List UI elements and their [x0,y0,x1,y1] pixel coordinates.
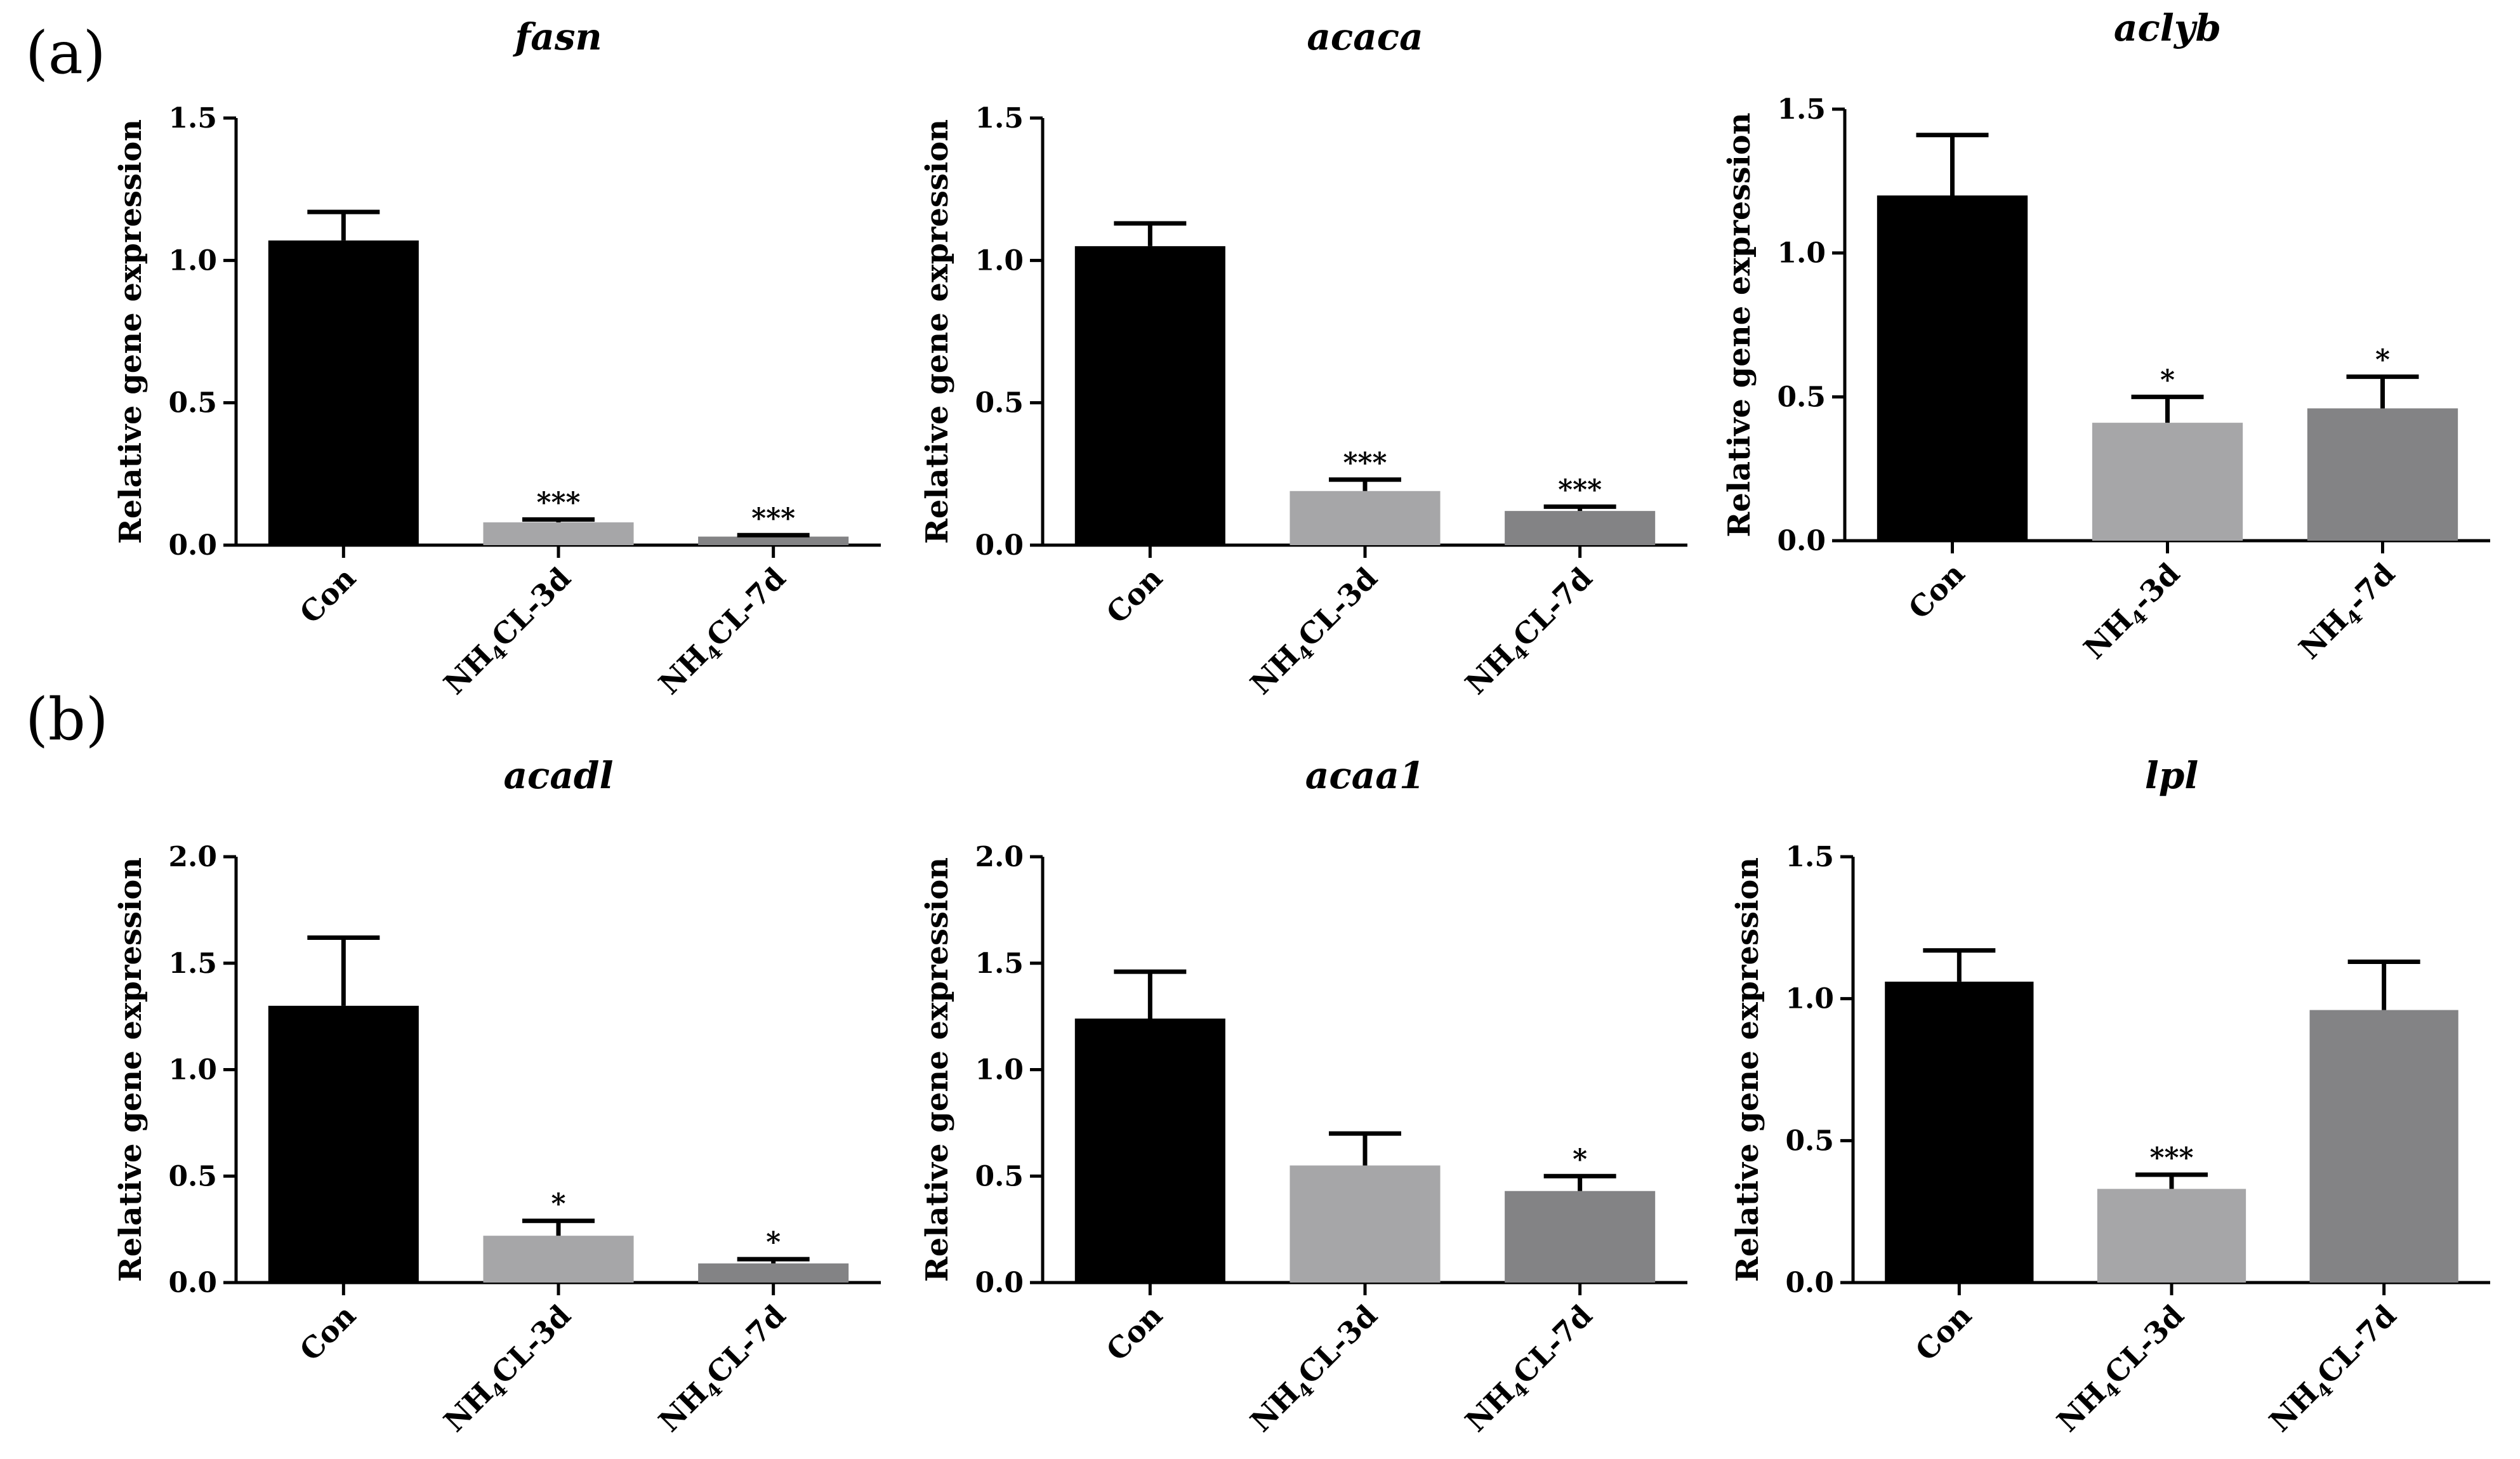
x-category-label: NH4CL-7d [2262,1298,2406,1442]
chart-aclyb: aclyb Relative gene expression 0.0 0.5 1.0 1.… [1722,6,2490,669]
y-axis-label: Relative gene expression [920,119,955,544]
bar-1 [2097,1189,2246,1283]
bar-0 [1885,981,2034,1283]
chart-title: aclyb [2114,6,2221,50]
x-category-label: NH4-7d [2292,557,2405,669]
y-axis-label: Relative gene expression [920,857,955,1282]
significance-marker: * [2375,344,2390,376]
significance-marker: * [1573,1143,1587,1175]
y-tick-label: 1.5 [1777,93,1826,126]
bar-0 [1074,246,1225,545]
x-category-label: Con [293,561,362,630]
y-tick-label: 0.5 [168,1160,217,1192]
y-tick-label: 0.5 [1785,1125,1834,1157]
chart-title: fasn [512,15,602,58]
chart-title: lpl [2145,754,2199,797]
y-tick-label: 1.5 [168,102,217,135]
y-tick-label: 1.5 [975,947,1024,980]
bar-1 [483,1236,634,1283]
chart-title: acaa1 [1305,754,1425,797]
chart-acaa1: acaa1 Relative gene expression 0.0 0.5 1.0 1.… [920,754,1687,1442]
y-tick-label: 1.0 [975,1054,1024,1086]
y-tick-label: 0.0 [1785,1267,1834,1299]
bar-1 [1290,1165,1441,1283]
significance-marker: * [2160,364,2175,396]
y-tick-label: 1.0 [1777,237,1826,270]
y-tick-label: 1.0 [168,244,217,277]
x-category-label: Con [1902,557,1971,626]
y-tick-label: 0.5 [1777,381,1826,413]
chart-fasn: fasn Relative gene expression 0.0 0.5 1.0 1.5… [113,15,881,704]
y-tick-label: 0.0 [1777,525,1826,557]
y-axis-label: Relative gene expression [1730,857,1765,1282]
y-tick-label: 1.0 [975,244,1024,277]
y-tick-label: 2.0 [168,841,217,873]
bar-1 [1290,491,1441,545]
y-tick-label: 0.5 [168,387,217,419]
chart-acadl: acadl Relative gene expression 0.0 0.5 1.0 1.… [113,754,881,1442]
bar-2 [698,1263,849,1283]
x-category-label: NH4CL-7d [652,1298,795,1442]
bar-0 [1877,195,2028,541]
y-tick-label: 0.5 [975,1160,1024,1192]
significance-marker: *** [2149,1142,2193,1174]
y-tick-label: 0.0 [975,1267,1024,1299]
significance-marker: * [551,1188,565,1220]
y-tick-label: 0.5 [975,387,1024,419]
x-category-label: Con [1100,1298,1169,1368]
bar-2 [698,536,849,545]
y-tick-label: 0.0 [975,529,1024,562]
y-tick-label: 1.5 [168,947,217,980]
y-tick-label: 1.5 [1785,841,1834,873]
y-tick-label: 0.0 [168,1267,217,1299]
x-category-label: NH4CL-3d [437,561,581,704]
bar-2 [2307,408,2458,541]
x-category-label: NH4CL-7d [652,561,795,704]
y-tick-label: 1.0 [168,1054,217,1086]
bar-0 [268,1005,419,1283]
chart-title: acadl [503,754,613,797]
x-category-label: Con [1100,561,1169,630]
chart-title: acaca [1307,15,1423,58]
y-axis-label: Relative gene expression [113,857,148,1282]
bar-2 [1505,1191,1656,1283]
x-category-label: Con [293,1298,362,1368]
significance-marker: *** [1343,447,1387,479]
x-category-label: NH4CL-3d [1244,561,1387,704]
significance-marker: * [766,1226,781,1258]
y-tick-label: 1.5 [975,102,1024,135]
chart-lpl: lpl Relative gene expression 0.0 0.5 1.0 1.5 C… [1730,754,2490,1442]
bar-0 [268,240,419,545]
y-tick-label: 2.0 [975,841,1024,873]
chart-acaca: acaca Relative gene expression 0.0 0.5 1.0 1.… [920,15,1687,704]
x-category-label: NH4CL-3d [1244,1298,1387,1442]
significance-marker: *** [1558,473,1602,506]
bar-1 [2092,423,2243,541]
x-category-label: NH4CL-3d [2050,1298,2194,1442]
x-category-label: NH4CL-7d [1458,561,1602,704]
significance-marker: *** [536,487,580,519]
significance-marker: *** [751,502,795,534]
bar-2 [1505,511,1656,545]
bar-2 [2309,1010,2458,1283]
y-axis-label: Relative gene expression [1722,112,1757,537]
bar-0 [1074,1018,1225,1283]
y-tick-label: 1.0 [1785,983,1834,1015]
x-category-label: NH4-3d [2077,557,2189,669]
panel-label-b: (b) [25,685,109,753]
charts-group: fasn Relative gene expression 0.0 0.5 1.0 1.5… [113,6,2490,1442]
y-tick-label: 0.0 [168,529,217,562]
panel-label-a: (a) [25,19,106,87]
x-category-label: NH4CL-3d [437,1298,581,1442]
x-category-label: NH4CL-7d [1458,1298,1602,1442]
y-axis-label: Relative gene expression [113,119,148,544]
x-category-label: Con [1909,1298,1978,1368]
bar-1 [483,522,634,545]
